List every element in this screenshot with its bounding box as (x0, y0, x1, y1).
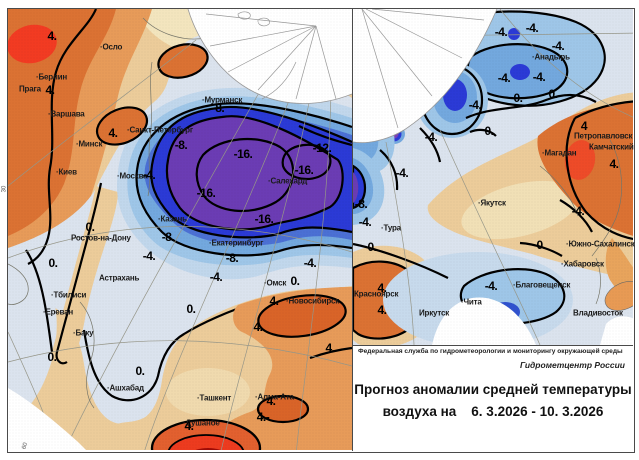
forecast-title-line1: Прогноз аномалии средней температуры (354, 382, 632, 397)
panel-divider-vertical (352, 8, 353, 451)
agency-name: Федеральная служба по гидрометеорологии … (358, 348, 623, 355)
panel-divider-horizontal (352, 345, 633, 346)
left-map-region (8, 9, 352, 450)
forecast-caption-box: Федеральная служба по гидрометеорологии … (353, 346, 633, 451)
right-map-region (353, 9, 633, 345)
forecast-title-line2: воздуха на 6. 3.2026 - 10. 3.2026 (382, 404, 604, 419)
hydromet-center-name: Гидрометцентр России (519, 360, 625, 370)
